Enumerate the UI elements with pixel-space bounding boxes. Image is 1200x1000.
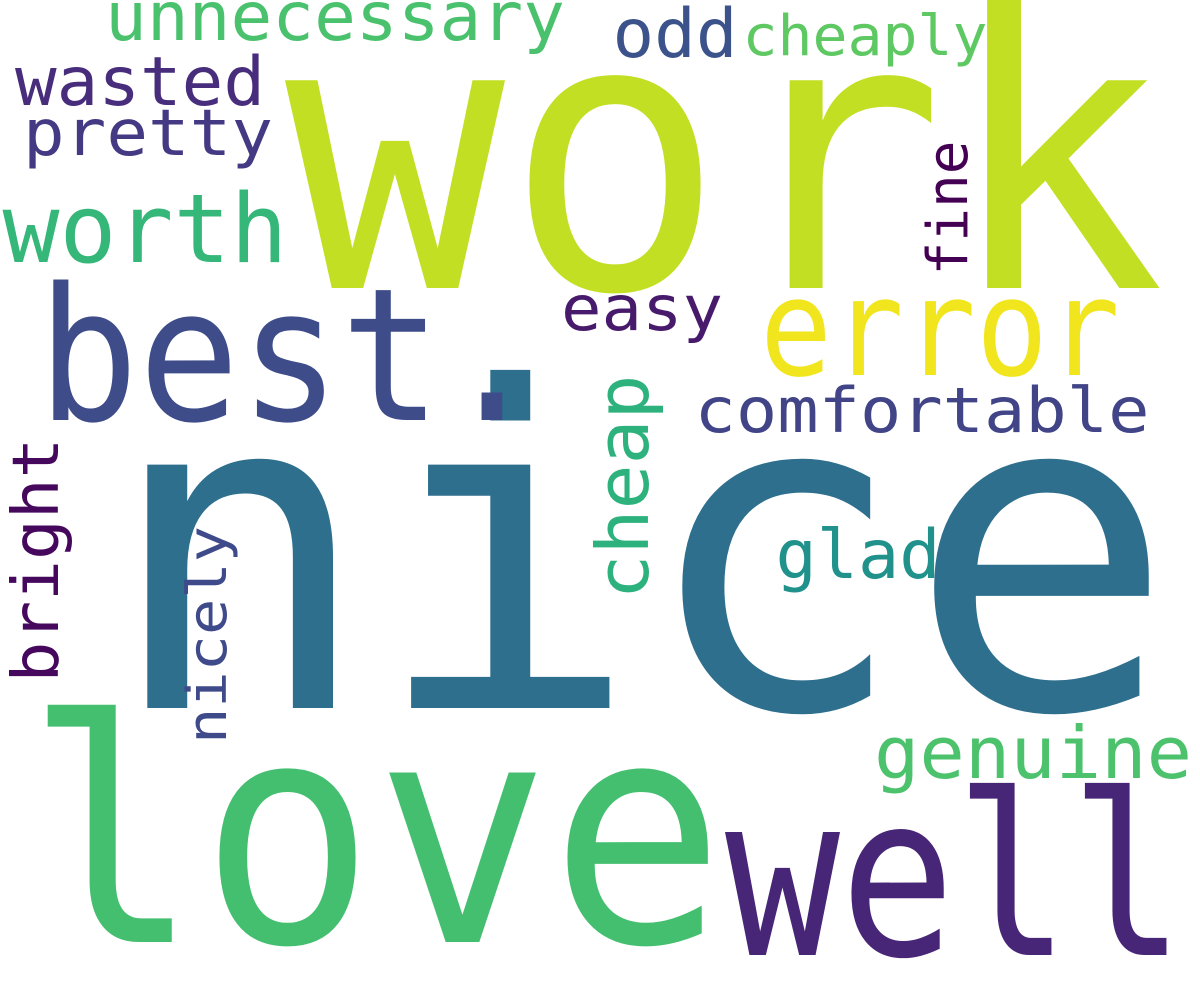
- word-wasted: wasted: [15, 43, 265, 122]
- word-nicely: nicely: [176, 526, 239, 744]
- word-work: work: [285, 0, 1165, 378]
- word-glad: glad: [776, 516, 941, 595]
- word-cheaply: cheaply: [743, 4, 988, 69]
- word-easy: easy: [561, 272, 723, 345]
- word-fine: fine: [916, 141, 981, 276]
- word-nice: nice: [105, 295, 1175, 813]
- word-best: best.: [38, 248, 543, 464]
- word-comfortable: comfortable: [695, 374, 1150, 447]
- word-genuine: genuine: [874, 711, 1192, 795]
- word-cheap: cheap: [581, 375, 665, 600]
- word-unnecessary: unnecessary: [105, 0, 565, 57]
- word-odd: odd: [613, 0, 738, 74]
- word-pretty: pretty: [23, 97, 273, 171]
- word-error: error: [760, 250, 1120, 407]
- word-well: well: [725, 747, 1185, 1000]
- word-bright: bright: [0, 438, 74, 683]
- word-love: love: [25, 655, 725, 1000]
- word-worth: worth: [3, 175, 288, 285]
